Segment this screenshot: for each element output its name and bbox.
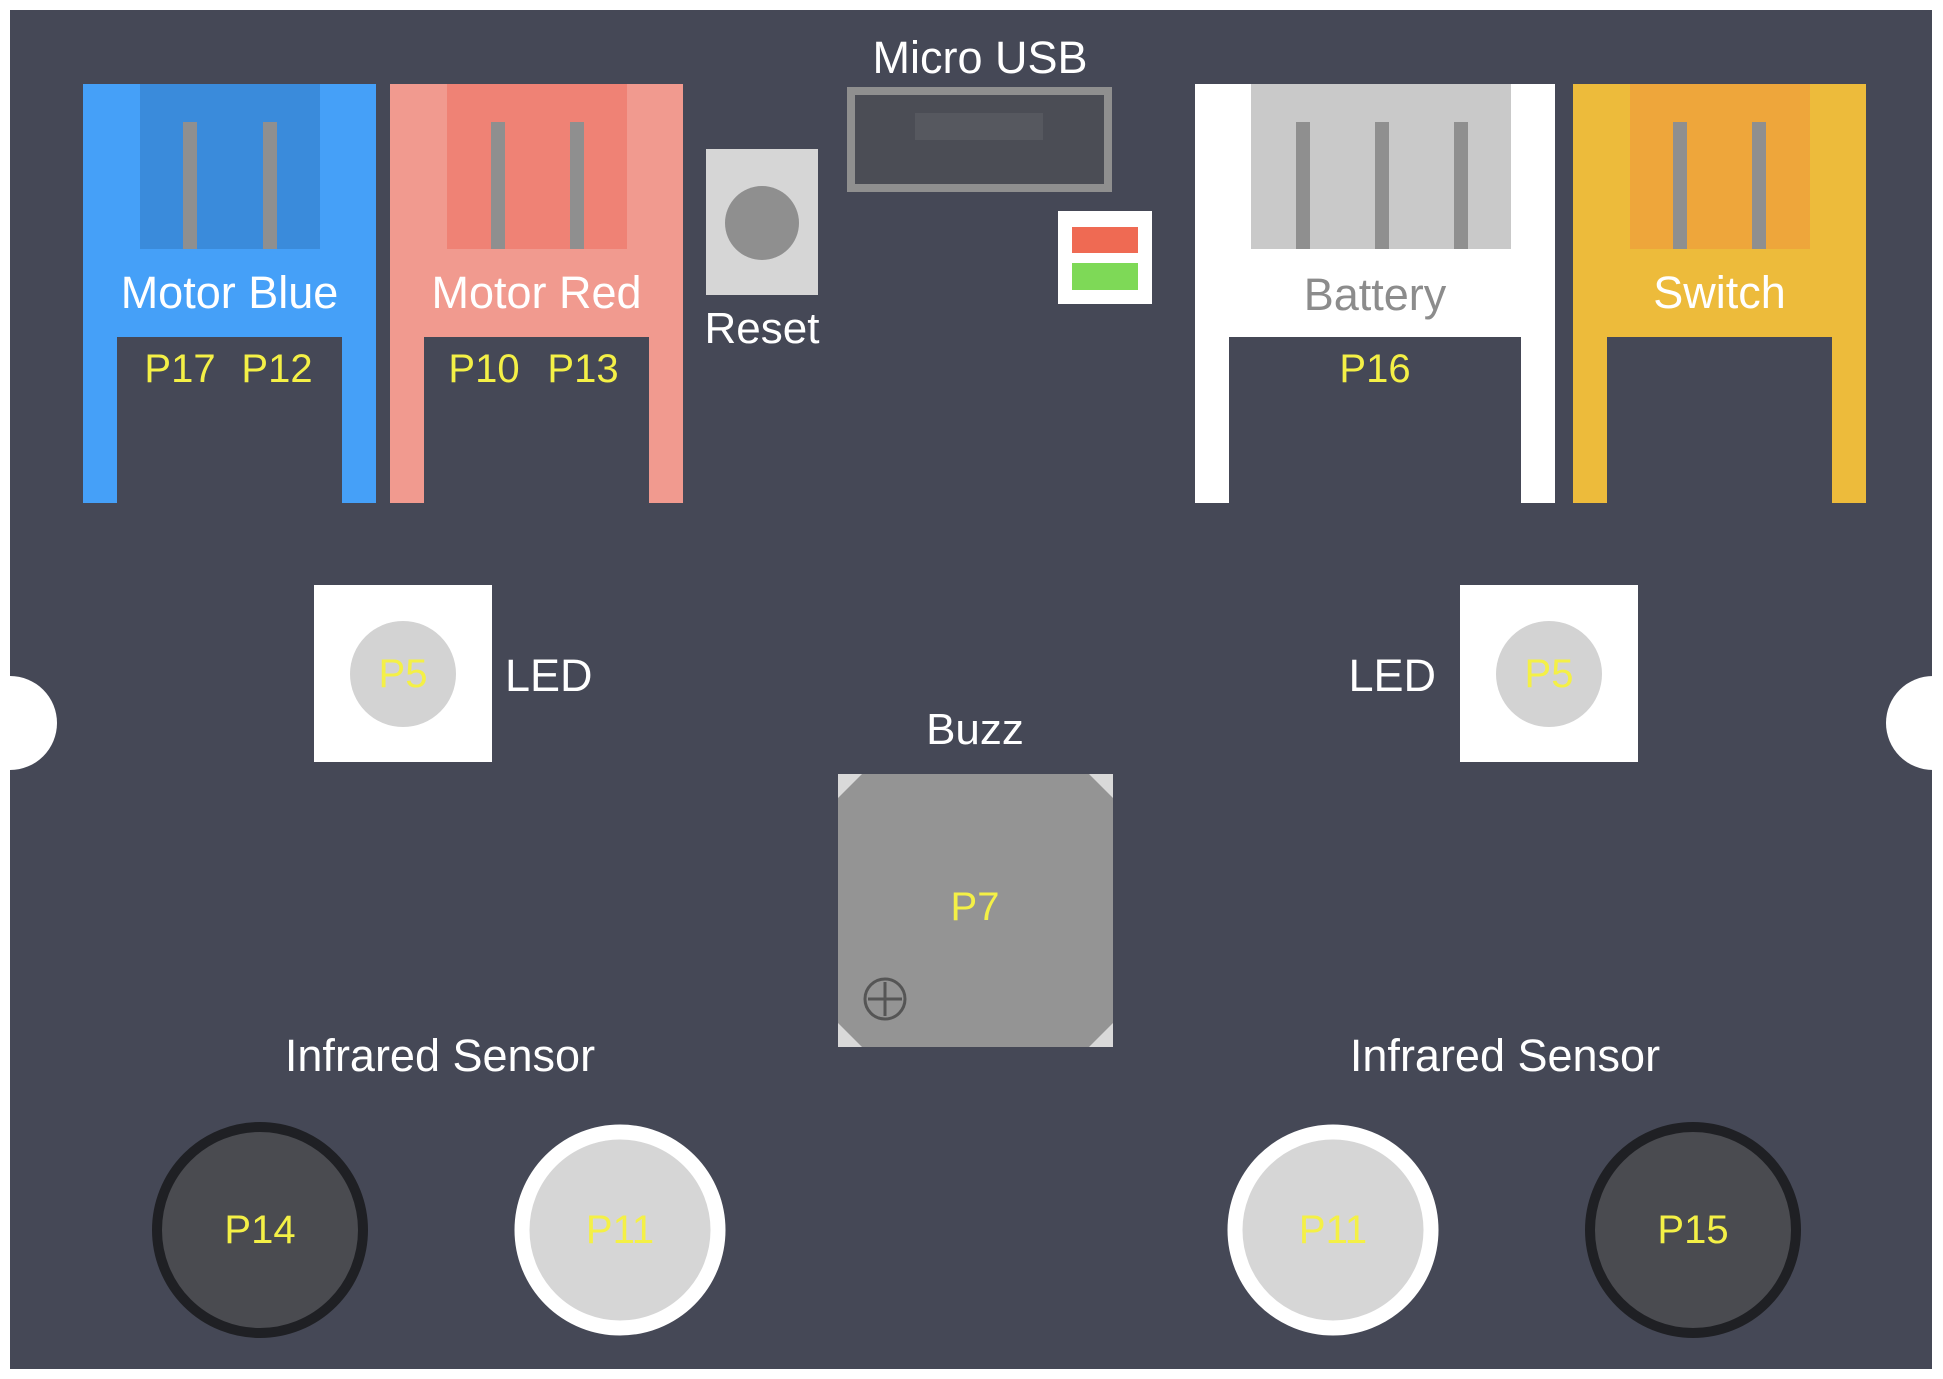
motor-blue-pin-1 <box>183 122 197 249</box>
motor-red-pin-p13: P13 <box>533 349 633 389</box>
battery-pin-2 <box>1375 122 1389 249</box>
motor-blue-label: Motor Blue <box>83 270 376 315</box>
led-right-label: LED <box>1336 653 1436 698</box>
infrared-right-pin-p15: P15 <box>1633 1210 1753 1250</box>
reset-label: Reset <box>682 307 842 351</box>
infrared-left-pin-p11: P11 <box>560 1210 680 1250</box>
status-led-green <box>1072 263 1138 290</box>
led-right-pin: P5 <box>1499 654 1599 694</box>
infrared-left-label: Infrared Sensor <box>240 1033 640 1078</box>
switch-pin-1 <box>1673 122 1687 249</box>
motor-blue-pin-p12: P12 <box>227 349 327 389</box>
switch-label: Switch <box>1573 270 1866 315</box>
reset-button[interactable] <box>706 149 818 295</box>
battery-pin-3 <box>1454 122 1468 249</box>
buzzer-label: Buzz <box>875 708 1075 752</box>
infrared-right-label: Infrared Sensor <box>1305 1033 1705 1078</box>
motor-red-label: Motor Red <box>390 270 683 315</box>
micro-usb-label: Micro USB <box>830 35 1130 80</box>
battery-label: Battery <box>1195 272 1555 317</box>
motor-red-socket <box>447 84 627 249</box>
infrared-left-pin-p14: P14 <box>200 1210 320 1250</box>
led-left-label: LED <box>505 653 605 698</box>
status-led-red <box>1072 227 1138 253</box>
battery-pin-1 <box>1296 122 1310 249</box>
plus-circle-icon <box>865 979 905 1019</box>
motor-red-pin-2 <box>570 122 584 249</box>
led-left-pin: P5 <box>353 654 453 694</box>
buzzer-pin-p7: P7 <box>925 887 1025 927</box>
motor-blue-pin-2 <box>263 122 277 249</box>
usb-slot <box>915 113 1043 140</box>
motor-red-pin-p10: P10 <box>434 349 534 389</box>
motor-blue-socket <box>140 84 320 249</box>
switch-socket <box>1630 84 1810 249</box>
motor-blue-pin-p17: P17 <box>130 349 230 389</box>
infrared-right-pin-p11: P11 <box>1273 1210 1393 1250</box>
status-led-icon <box>1058 211 1152 304</box>
micro-usb-port[interactable] <box>847 87 1112 192</box>
button-icon <box>725 186 799 260</box>
battery-pin-p16: P16 <box>1320 349 1430 389</box>
motor-red-pin-1 <box>491 122 505 249</box>
switch-pin-2 <box>1752 122 1766 249</box>
